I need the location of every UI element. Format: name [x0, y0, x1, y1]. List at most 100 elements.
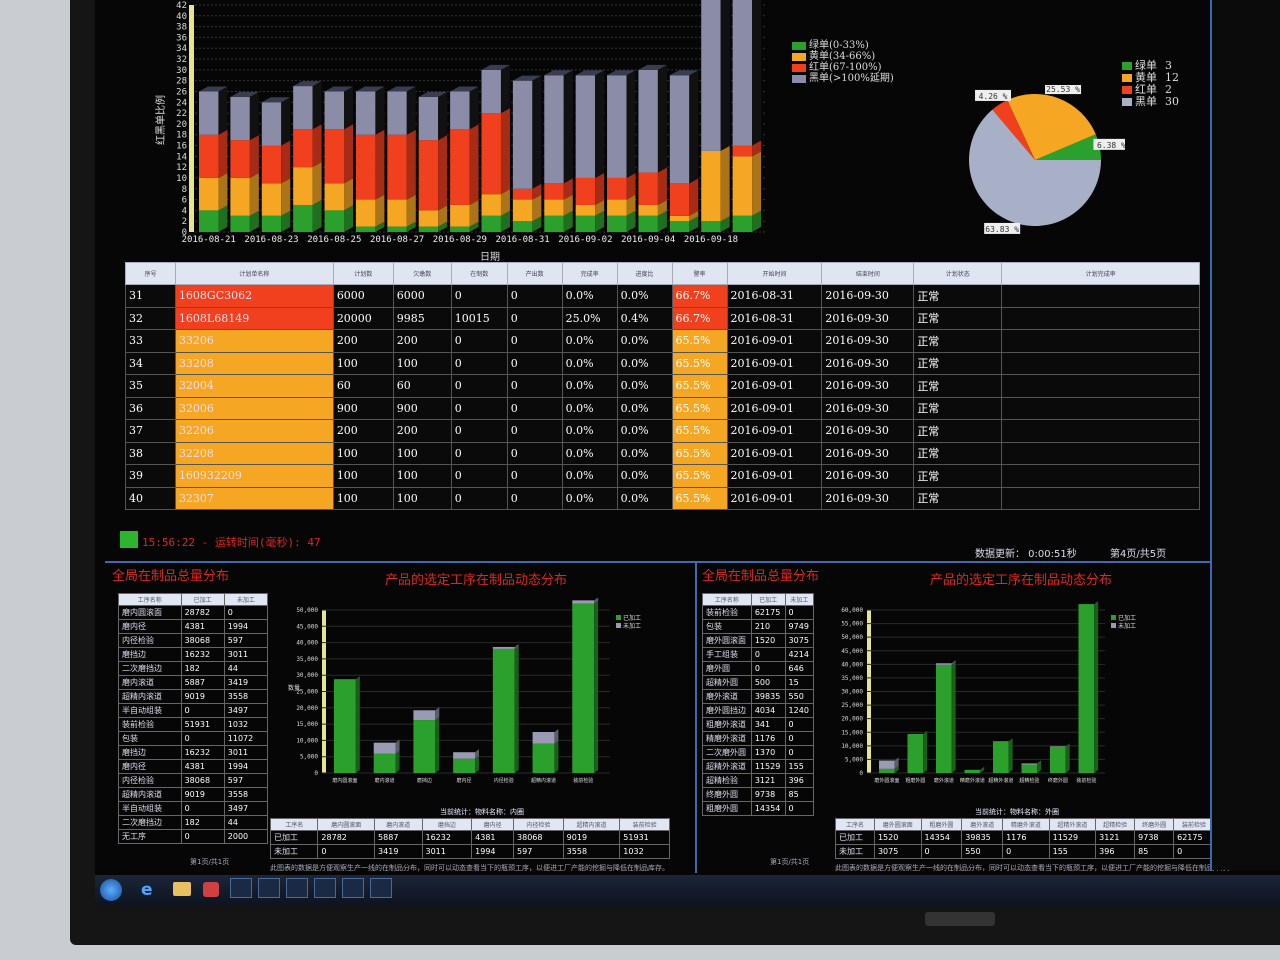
- table-row[interactable]: 32 1608L68149 20000 9985 10015 0 25.0% 0.4% 66.7…: [125, 306, 1200, 330]
- list-row[interactable]: 内径检验 38068 597: [118, 633, 269, 648]
- list-row[interactable]: 二次磨挡边 182 44: [118, 661, 269, 676]
- table-cell: 正常: [913, 419, 1003, 443]
- bar-side: [438, 221, 448, 232]
- list-row[interactable]: 磨挡边 16232 3011: [118, 647, 269, 662]
- bar-top: [450, 86, 479, 92]
- bar-segment-3: [669, 75, 690, 184]
- stats-row[interactable]: 工序名 磨外圆滚面 粗磨外圆 磨外滚道 精磨外滚道 超精外滚道 超精检验 终磨外圆 装前检验: [835, 818, 1215, 831]
- list-row[interactable]: 磨外圆挡边 4034 1240: [702, 703, 815, 718]
- list-row[interactable]: 半自动组装 0 3497: [118, 703, 269, 718]
- x-tick-label: 2016-09-02: [558, 235, 612, 245]
- list-row[interactable]: 磨挡边 16232 3011: [118, 745, 269, 760]
- stats-row[interactable]: 未加工 0 3419 3011 1994 597 3558 1032: [269, 844, 670, 859]
- list-row[interactable]: 终磨外圆 9738 85: [702, 787, 815, 802]
- table-row[interactable]: 40 32307 100 100 0 0 0.0% 0.0% 65.5% 2016-09-01 20…: [125, 486, 1200, 510]
- bar-segment-0: [387, 226, 407, 232]
- table-cell: [1001, 441, 1200, 465]
- list-row[interactable]: 包装 210 9749: [702, 619, 815, 634]
- list-row[interactable]: 磨内径 4381 1994: [118, 759, 269, 774]
- table-cell: 2016-09-30: [821, 441, 915, 465]
- list-row[interactable]: 超精内滚道 9019 3558: [118, 689, 269, 704]
- folder-icon[interactable]: [173, 882, 191, 896]
- list-row[interactable]: 包装 0 11072: [118, 731, 269, 746]
- bar-side: [249, 172, 259, 216]
- list-row[interactable]: 二次磨挡边 182 44: [118, 815, 269, 830]
- ie-icon[interactable]: e: [141, 880, 153, 900]
- list-row[interactable]: 半自动组装 0 3497: [118, 801, 269, 816]
- x-tick-label: 2016-08-21: [182, 235, 236, 245]
- table-row[interactable]: 39 160932209 100 100 0 0 0.0% 0.0% 65.5% 2016-09-…: [125, 464, 1200, 488]
- list-cell: 38068: [180, 633, 225, 648]
- list-header-row: 工序名称 已加工 未加工: [702, 593, 815, 606]
- bar-side: [657, 210, 667, 232]
- taskbar-window-3[interactable]: [286, 878, 308, 898]
- list-row[interactable]: 手工组装 0 4214: [702, 647, 815, 662]
- list-row[interactable]: 装前检验 62175 0: [702, 605, 815, 620]
- stats-row[interactable]: 已加工 28782 5887 16232 4381 38068 9019 51931: [269, 830, 670, 845]
- legend-swatch: [1122, 98, 1132, 106]
- bar-side: [689, 216, 699, 232]
- table-row[interactable]: 33 33206 200 200 0 0 0.0% 0.0% 65.5% 2016-09-01 20…: [125, 329, 1200, 353]
- bar-side: [395, 750, 400, 773]
- legend-label: 已加工: [623, 614, 641, 622]
- table-row[interactable]: 38 32208 100 100 0 0 0.0% 0.0% 65.5% 2016-09-01 20…: [125, 441, 1200, 465]
- list-row[interactable]: 磨内圆滚面 28782 0: [118, 605, 269, 620]
- list-row[interactable]: 磨外滚道 39835 550: [702, 689, 815, 704]
- list-row[interactable]: 二次磨外圆 1370 0: [702, 745, 815, 760]
- list-row[interactable]: 超精外圆 500 15: [702, 675, 815, 690]
- taskbar-window-2[interactable]: [258, 878, 280, 898]
- stats-row[interactable]: 已加工 1520 14354 39835 1176 11529 3121 9738 62175: [835, 830, 1215, 845]
- table-row[interactable]: 34 33208 100 100 0 0 0.0% 0.0% 65.5% 2016-09-01 20…: [125, 351, 1200, 375]
- table-cell: 0: [506, 441, 563, 465]
- taskbar-window-1[interactable]: [230, 878, 252, 898]
- table-row[interactable]: 35 32004 60 60 0 0 0.0% 0.0% 65.5% 2016-09-01 2016…: [125, 374, 1200, 398]
- table-cell: 20000: [332, 306, 394, 330]
- table-cell: 2016-08-31: [726, 306, 823, 330]
- wip-stacked-bar-chart: 0 5,000 10,000 15,000 20,000 25,000 30,000 35,0…: [288, 597, 641, 784]
- column-header: 在制数: [450, 262, 508, 285]
- start-button[interactable]: [100, 879, 122, 901]
- legend-label: 红单: [1135, 83, 1157, 96]
- list-row[interactable]: 磨外圆滚面 1520 3075: [702, 633, 815, 648]
- taskbar-window-6[interactable]: [370, 878, 392, 898]
- stats-cell: 磨外滚道: [961, 818, 1004, 831]
- table-row[interactable]: 31 1608GC3062 6000 6000 0 0 0.0% 0.0% 66.7% 2016-…: [125, 284, 1200, 308]
- taskbar-window-4[interactable]: [314, 878, 336, 898]
- table-row[interactable]: 36 32006 900 900 0 0 0.0% 0.0% 65.5% 2016-09-01 20…: [125, 396, 1200, 420]
- stats-cell: 磨挡边: [421, 818, 473, 831]
- table-cell: 正常: [913, 374, 1003, 398]
- list-row[interactable]: 粗磨外滚道 341 0: [702, 717, 815, 732]
- list-cell: 1994: [223, 759, 269, 774]
- list-row[interactable]: 磨内滚道 5887 3419: [118, 675, 269, 690]
- stats-cell: 装前检验: [1173, 818, 1215, 831]
- stats-cell: 85: [1134, 844, 1175, 859]
- list-row[interactable]: 超精外滚道 11529 155: [702, 759, 815, 774]
- list-row[interactable]: 超精内滚道 9019 3558: [118, 787, 269, 802]
- list-row[interactable]: 装前检验 51931 1032: [118, 717, 269, 732]
- list-row[interactable]: 磨内径 4381 1994: [118, 619, 269, 634]
- x-tick-label: 磨外滚道: [934, 777, 954, 784]
- taskbar-window-5[interactable]: [342, 878, 364, 898]
- y-tick-label: 2: [182, 217, 187, 227]
- list-row[interactable]: 无工序 0 2000: [118, 829, 269, 844]
- list-cell: 0: [750, 661, 786, 676]
- stats-row[interactable]: 未加工 3075 0 550 0 155 396 85 0: [835, 844, 1215, 859]
- list-row[interactable]: 精磨外滚道 1176 0: [702, 731, 815, 746]
- list-row[interactable]: 超精检验 3121 396: [702, 773, 815, 788]
- table-cell: 100: [392, 464, 452, 488]
- stats-cell: 550: [961, 844, 1004, 859]
- plan-name-cell: 32004: [174, 374, 334, 398]
- media-player-icon[interactable]: [203, 882, 219, 897]
- list-cell: 半自动组装: [118, 703, 182, 718]
- list-row[interactable]: 磨外圆 0 646: [702, 661, 815, 676]
- x-tick-label: 2016-08-27: [370, 235, 424, 245]
- list-row[interactable]: 内径检验 38068 597: [118, 773, 269, 788]
- stats-cell: 155: [1048, 844, 1097, 859]
- list-cell: 装前检验: [702, 605, 752, 620]
- page-indicator[interactable]: 第4页/共5页: [1110, 549, 1167, 560]
- bar-segment-3: [607, 75, 627, 178]
- table-row[interactable]: 37 32206 200 200 0 0 0.0% 0.0% 65.5% 2016-09-01 20…: [125, 419, 1200, 443]
- bar-side: [532, 183, 542, 200]
- stats-row[interactable]: 工序名 磨内圆滚面 磨内滚道 磨挡边 磨内径 内径检验 超精内滚道 装前检验: [269, 818, 670, 831]
- list-row[interactable]: 粗磨外圆 14354 0: [702, 801, 815, 816]
